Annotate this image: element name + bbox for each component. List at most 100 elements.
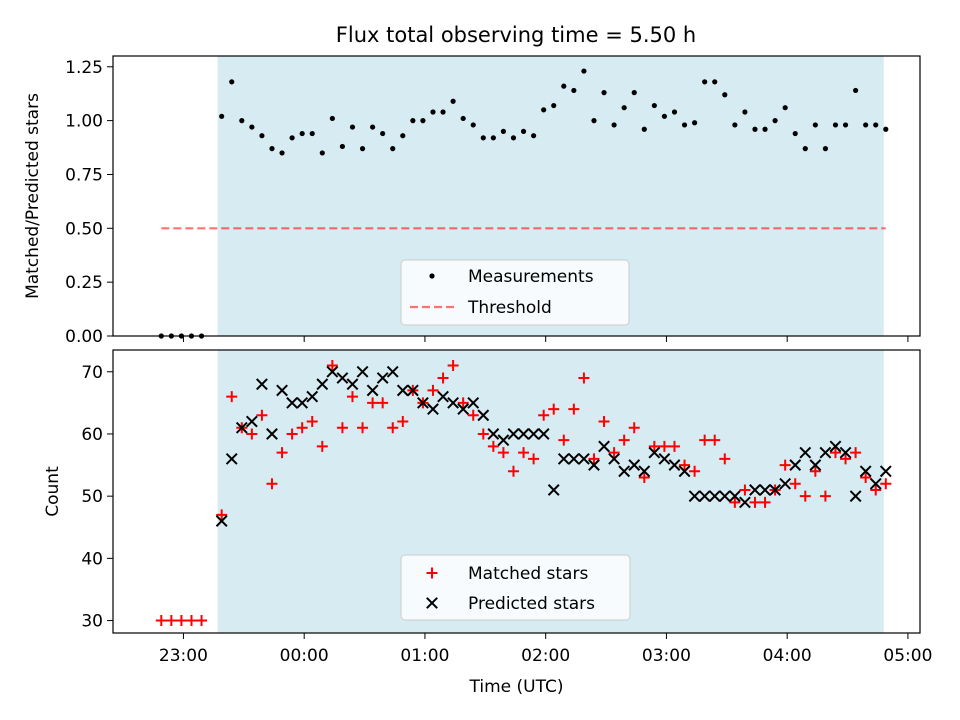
matched-star-point [457, 397, 469, 409]
legend-measurements-label: Measurements [468, 267, 594, 287]
top-y-tick-label: 0.25 [65, 273, 103, 293]
measurement-point [510, 135, 517, 141]
predicted-star-point [225, 452, 238, 465]
matched-star-point [668, 440, 680, 452]
measurement-point [370, 124, 376, 130]
top-y-tick-label: 0.00 [65, 327, 103, 347]
top-axes-frame [112, 55, 921, 337]
top-x-ticks [182, 336, 909, 342]
legend-measurements-marker [429, 273, 435, 279]
predicted-star-point [266, 428, 278, 440]
measurement-point [450, 98, 456, 104]
measurement-point [853, 87, 859, 94]
matched-star-point [588, 453, 600, 465]
measurement-point [259, 133, 265, 139]
measurement-point [289, 135, 295, 141]
matched-star-point [759, 496, 771, 508]
measurement-point [752, 126, 758, 132]
predicted-star-point [598, 440, 610, 453]
matched-star-point [749, 496, 761, 508]
matched-star-point [578, 372, 590, 384]
measurement-point [249, 124, 255, 130]
matched-star-point [487, 440, 499, 452]
matched-star-point [880, 478, 892, 490]
matched-star-point [437, 372, 449, 384]
predicted-star-point [728, 490, 741, 503]
legend-predicted-marker [426, 597, 438, 609]
predicted-star-point [457, 403, 470, 415]
matched-star-point [809, 465, 821, 477]
matched-star-point [336, 422, 348, 434]
bottom-panel: 30 40 50 60 70 23:00 00:00 01:00 02:00 03:00 04:0… [43, 349, 932, 697]
measurement-point [500, 128, 507, 134]
predicted-star-point [356, 365, 369, 378]
matched-star-point [377, 397, 389, 409]
matched-star-point [829, 447, 841, 459]
predicted-star-point [437, 390, 449, 403]
matched-star-point [850, 447, 862, 459]
predicted-star-point [477, 409, 490, 422]
matched-star-point [799, 490, 811, 502]
predicted-star-point [245, 415, 258, 428]
measurement-point [581, 68, 587, 74]
matched-star-point [658, 440, 670, 452]
matched-star-point [779, 459, 791, 471]
measurement-point [722, 92, 728, 98]
matched-star-point [427, 384, 439, 396]
bottom-y-tick-label: 30 [81, 612, 103, 632]
matched-star-point [216, 509, 228, 521]
measurement-point [359, 146, 366, 152]
predicted-star-point [708, 490, 721, 503]
predicted-star-point [789, 459, 802, 471]
measurement-point [390, 146, 396, 152]
measurement-point [772, 118, 778, 124]
measurement-point [661, 113, 668, 119]
measurement-point [520, 128, 527, 134]
measurement-point [561, 83, 567, 89]
measurement-point [631, 90, 637, 96]
matched-star-point [789, 478, 801, 490]
predicted-star-point [718, 490, 731, 503]
matched-star-point [860, 472, 872, 484]
top-y-axis-label: Matched/Predicted stars [23, 93, 43, 299]
bottom-x-ticks: 23:00 00:00 01:00 02:00 03:00 04:00 05:00 [159, 633, 932, 666]
measurement-point [863, 122, 869, 128]
matched-star-point [276, 447, 288, 459]
measurement-point [299, 130, 305, 137]
predicted-star-point [316, 378, 329, 391]
top-legend-box [400, 259, 630, 326]
predicted-star-point [507, 428, 520, 440]
top-panel: 0.00 0.25 0.50 0.75 1.00 1.25 Matched/Predict… [23, 55, 921, 347]
legend-matched-glyph [426, 567, 438, 579]
measurement-point [480, 135, 486, 141]
predicted-star-point [668, 459, 681, 471]
matched-star-point [266, 478, 278, 490]
matched-star-point [226, 391, 238, 403]
predicted-star-point [879, 465, 892, 478]
measurement-point [873, 122, 879, 128]
top-y-tick-label: 1.00 [65, 112, 103, 132]
legend-predicted-glyph [426, 597, 438, 609]
measurement-point [732, 122, 738, 128]
predicted-star-point [688, 490, 701, 503]
measurement-point [762, 126, 768, 132]
measurement-point [309, 130, 315, 137]
measurement-point [671, 109, 678, 115]
predicted-star-point [759, 484, 771, 496]
measurement-point [460, 115, 466, 122]
measurement-point [319, 150, 325, 156]
matched-star-point [699, 434, 711, 446]
bottom-y-tick-label: 70 [81, 363, 103, 383]
matched-star-point [296, 422, 308, 434]
matched-star-point [175, 615, 187, 627]
measurement-point [802, 146, 808, 152]
matched-star-point [870, 484, 882, 496]
bottom-legend: Matched stars Predicted stars [400, 554, 631, 621]
predicted-star-point [276, 384, 288, 397]
measurement-point [651, 102, 657, 109]
predicted-star-point [749, 484, 761, 496]
predicted-star-point [406, 384, 419, 397]
chart-title: Flux total observing time = 5.50 h [336, 23, 696, 47]
predicted-star-point [809, 459, 822, 471]
matched-star-point [286, 428, 298, 440]
